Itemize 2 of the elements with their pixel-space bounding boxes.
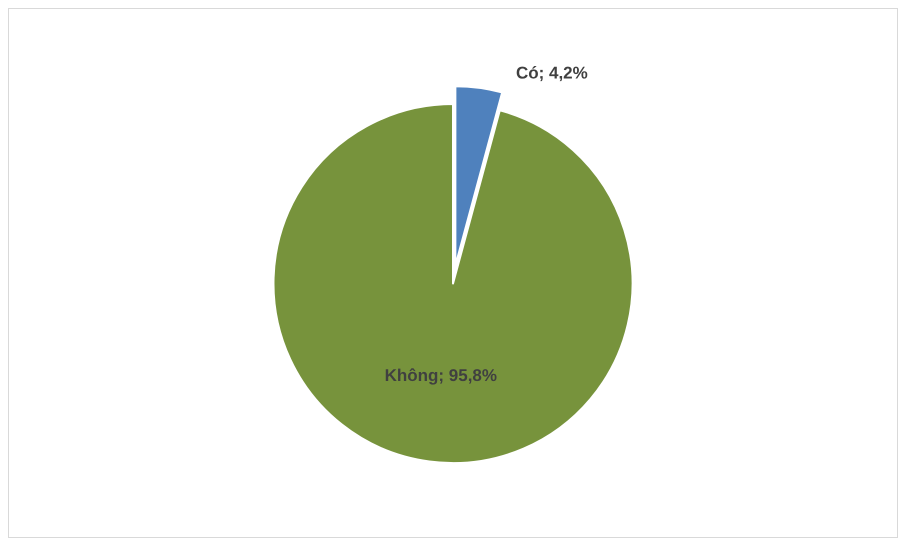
slice-label: Không; 95,8% (384, 366, 497, 386)
slice-label: Có; 4,2% (516, 63, 588, 82)
